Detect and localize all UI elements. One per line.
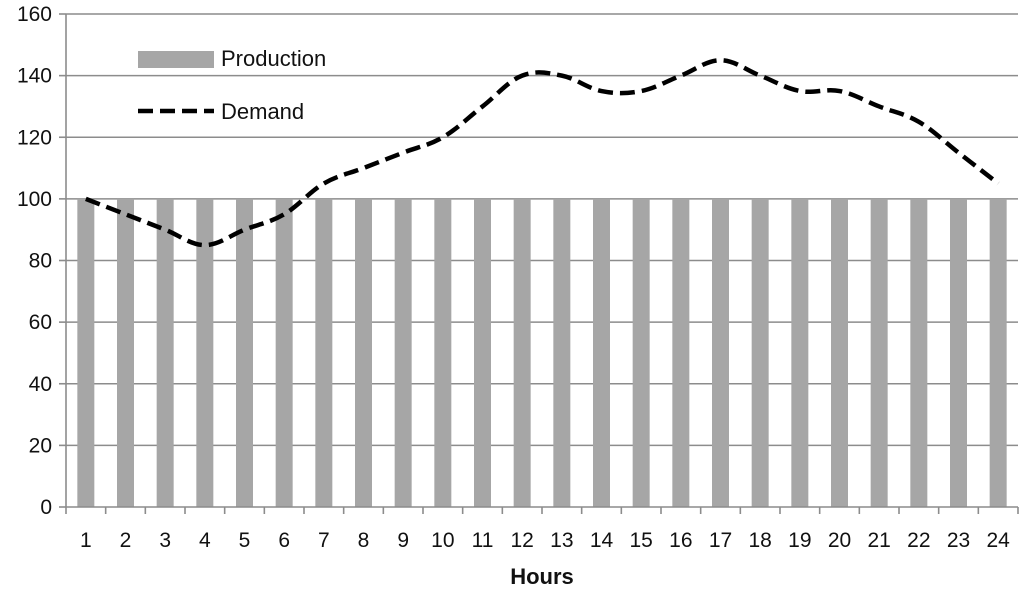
production-bar [950,198,967,507]
y-tick-label: 0 [40,496,52,519]
gridlines [66,13,1018,447]
production-bar [156,198,174,507]
x-tick-label: 23 [947,529,970,552]
production-bar [394,198,412,507]
x-tick-label: 3 [159,529,171,552]
production-bar [632,198,650,507]
x-tick-label: 2 [120,529,132,552]
production-bar [434,198,452,507]
axes [59,13,1019,514]
y-tick-label: 60 [29,311,52,334]
x-tick-labels: 1 2 3 4 5 6 7 8 9 10 11 12 13 14 15 16 17 18 19 20 21 22 23 24 [80,529,1010,552]
production-bar [275,198,293,507]
y-tick-label: 20 [29,434,52,457]
y-tick-label: 40 [29,373,52,396]
production-bars [77,198,1007,507]
x-tick-label: 10 [431,529,454,552]
x-tick-label: 8 [358,529,370,552]
production-bar [672,198,690,507]
x-tick-label: 22 [907,529,930,552]
x-tick-label: 4 [199,529,211,552]
production-bar [236,198,253,507]
production-bar [474,198,491,507]
y-tick-label: 80 [29,250,52,273]
legend-demand-label: Demand [221,99,304,124]
production-bar [315,198,333,507]
production-bar [989,198,1007,507]
x-tick-label: 21 [867,529,890,552]
x-tick-label: 14 [590,529,614,552]
production-bar [870,198,888,507]
y-tick-label: 100 [17,188,52,211]
demand-line [85,57,1000,248]
production-bar [593,198,610,507]
x-tick-label: 20 [828,529,851,552]
x-tick-label: 19 [788,529,811,552]
production-bar [117,198,134,507]
x-tick-label: 17 [709,529,732,552]
x-tick-label: 5 [239,529,251,552]
x-tick-label: 6 [278,529,290,552]
x-axis-title: Hours [510,564,574,589]
x-tick-label: 15 [629,529,652,552]
x-tick-label: 11 [472,529,494,552]
production-bar [77,198,95,507]
legend-production-label: Production [221,46,326,71]
y-tick-labels: 0 20 40 60 80 100 120 140 160 [17,3,52,519]
y-tick-label: 140 [17,65,52,88]
y-tick-label: 120 [17,126,52,149]
x-tick-label: 12 [510,529,533,552]
demand-line-layer [85,57,1000,248]
production-bar [910,198,928,507]
x-tick-label: 1 [80,529,92,552]
x-tick-label: 16 [669,529,692,552]
production-bar [355,198,372,507]
production-bar [831,198,848,507]
x-tick-label: 24 [986,529,1010,552]
production-bar [791,198,809,507]
x-tick-label: 9 [397,529,409,552]
production-bar [751,198,769,507]
legend: Production Demand [138,46,326,124]
y-tick-label: 160 [17,3,52,26]
production-bar [513,198,531,507]
x-tick-label: 7 [318,529,330,552]
x-tick-label: 18 [748,529,771,552]
x-tick-label: 13 [550,529,573,552]
legend-production-swatch [138,51,214,68]
production-bar [196,198,214,507]
production-bar [712,198,729,507]
production-bar [553,198,571,507]
